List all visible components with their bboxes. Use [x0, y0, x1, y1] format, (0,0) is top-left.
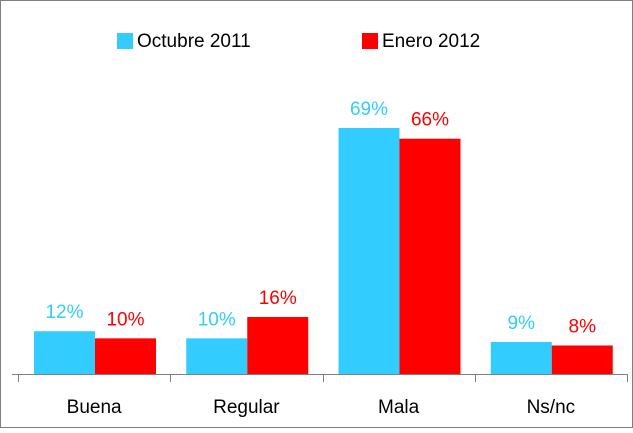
legend-label: Octubre 2011	[137, 31, 251, 52]
bar	[186, 338, 248, 374]
value-label: 66%	[411, 110, 449, 131]
bar	[95, 338, 156, 374]
value-label: 69%	[350, 99, 388, 120]
legend-swatch	[117, 33, 133, 49]
value-label: 12%	[45, 302, 83, 323]
legend-label: Enero 2012	[382, 31, 480, 52]
legend-swatch	[362, 33, 378, 49]
bar	[338, 128, 400, 374]
x-tick-label: Buena	[67, 397, 122, 418]
bar	[551, 345, 613, 374]
x-tick-label: Ns/nc	[527, 397, 576, 418]
bar	[490, 341, 552, 374]
value-label: 10%	[106, 309, 144, 330]
value-label: 10%	[198, 309, 236, 330]
x-tick-label: Mala	[378, 397, 420, 418]
value-label: 8%	[569, 316, 597, 337]
bar	[34, 331, 95, 374]
value-label: 16%	[259, 288, 297, 309]
x-tick-label: Regular	[213, 397, 280, 418]
bar	[399, 138, 461, 374]
bar	[247, 316, 309, 374]
value-label: 9%	[508, 313, 536, 334]
